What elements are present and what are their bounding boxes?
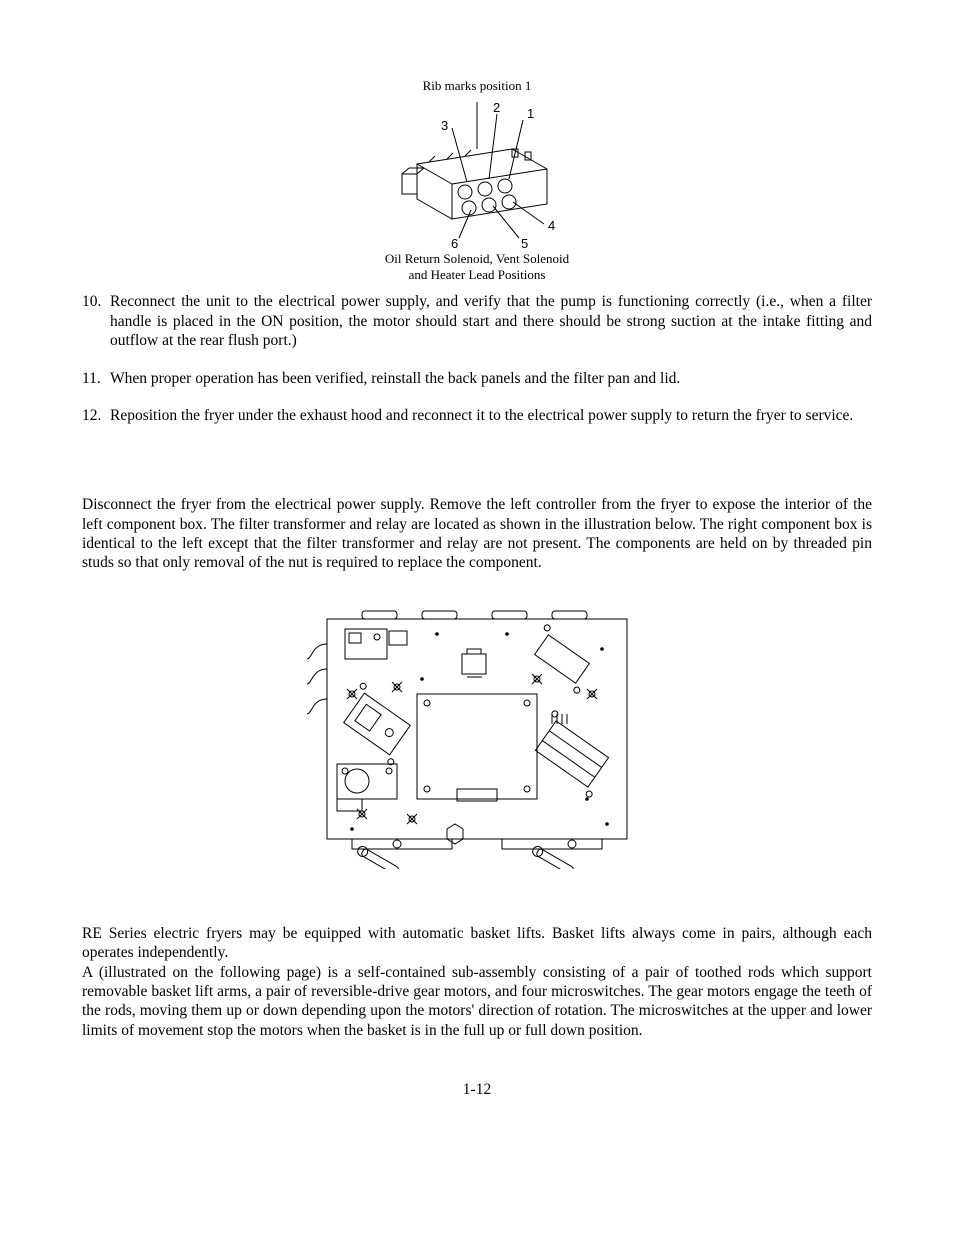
fig1-svg: 1 2 3 4 5 6 <box>347 94 607 249</box>
fig1-caption-bottom-l2: and Heater Lead Positions <box>409 267 546 282</box>
list-number: 11. <box>82 369 110 388</box>
fig1-caption-bottom: Oil Return Solenoid, Vent Solenoid and H… <box>82 251 872 282</box>
list-item-12: 12. Reposition the fryer under the exhau… <box>82 406 872 425</box>
page-number: 1-12 <box>82 1080 872 1099</box>
list-number: 10. <box>82 292 110 350</box>
figure-1: Rib marks position 1 <box>82 78 872 282</box>
fig1-label-2: 2 <box>493 100 500 115</box>
fig1-label-3: 3 <box>441 118 448 133</box>
list-item-10: 10. Reconnect the unit to the electrical… <box>82 292 872 350</box>
fig1-label-1: 1 <box>527 106 534 121</box>
fig1-label-4: 4 <box>548 218 555 233</box>
paragraph-2: RE Series electric fryers may be equippe… <box>82 924 872 963</box>
list-text: Reconnect the unit to the electrical pow… <box>110 292 872 350</box>
list-item-11: 11. When proper operation has been verif… <box>82 369 872 388</box>
fig1-caption-top: Rib marks position 1 <box>82 78 872 94</box>
paragraph-3: A (illustrated on the following page) is… <box>82 963 872 1041</box>
fig1-label-5: 5 <box>521 236 528 249</box>
paragraph-1: Disconnect the fryer from the electrical… <box>82 495 872 573</box>
fig2-svg <box>307 599 647 869</box>
list-number: 12. <box>82 406 110 425</box>
figure-2 <box>82 599 872 869</box>
list-text: Reposition the fryer under the exhaust h… <box>110 406 872 425</box>
list-text: When proper operation has been verified,… <box>110 369 872 388</box>
fig1-caption-bottom-l1: Oil Return Solenoid, Vent Solenoid <box>385 251 569 266</box>
fig1-label-6: 6 <box>451 236 458 249</box>
